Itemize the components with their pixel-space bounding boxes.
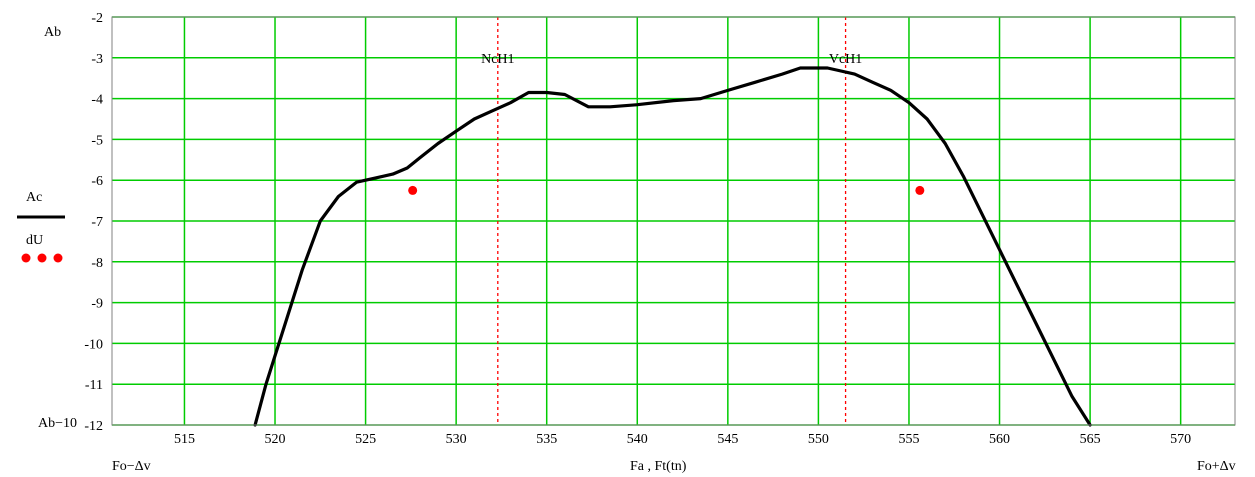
plot-border <box>111 16 1236 426</box>
series-line-ac <box>253 66 1092 427</box>
legend-label-ac: Ac <box>26 190 42 205</box>
y-tick-label: -10 <box>84 337 103 352</box>
y-tick-label: -6 <box>91 174 103 189</box>
marker-label: VcH1 <box>829 52 862 67</box>
y-tick-label: -3 <box>91 52 103 67</box>
y-tick-label: -11 <box>85 378 103 393</box>
data-point-du <box>408 185 418 195</box>
horizontal-gridlines <box>112 16 1235 426</box>
legend-swatch-du-dot <box>21 253 31 263</box>
y-tick-label: -7 <box>91 215 103 230</box>
y-tick-label: -5 <box>91 133 103 148</box>
data-point-du <box>915 185 925 195</box>
marker-label: NcH1 <box>481 52 514 67</box>
x-tick-label: 555 <box>898 432 919 447</box>
x-tick-label: 515 <box>174 432 195 447</box>
y-tick-label: -2 <box>91 11 103 26</box>
x-tick-labels: 515 520 525 530 535 540 545 550 555 560 565 570 <box>174 432 1191 447</box>
y-tick-label: -9 <box>91 297 103 312</box>
legend-swatch-du-dot <box>37 253 47 263</box>
legend-label-du: dU <box>26 233 43 248</box>
x-tick-label: 550 <box>808 432 829 447</box>
x-tick-label: 545 <box>717 432 738 447</box>
x-right-label: Fo+Δv <box>1197 459 1236 474</box>
x-tick-label: 540 <box>627 432 648 447</box>
x-tick-label: 560 <box>989 432 1010 447</box>
x-tick-label: 570 <box>1170 432 1191 447</box>
y-tick-labels: -2 -3 -4 -5 -6 -7 -8 -9 -10 -11 -12 <box>84 11 103 434</box>
legend-swatch-du-dot <box>53 253 63 263</box>
y-bottom-label: Ab−10 <box>38 416 77 431</box>
x-center-label: Fa , Ft(tn) <box>630 459 687 474</box>
legend: Ac dU <box>17 190 65 263</box>
y-tick-label: -4 <box>91 93 103 108</box>
series-points-du <box>408 185 925 195</box>
marker-lines: NcH1 VcH1 <box>481 17 862 425</box>
x-tick-label: 530 <box>446 432 467 447</box>
y-tick-label: -8 <box>91 256 103 271</box>
x-tick-label: 525 <box>355 432 376 447</box>
y-top-label: Ab <box>44 25 61 40</box>
x-tick-label: 535 <box>536 432 557 447</box>
x-left-label: Fo−Δv <box>112 459 151 474</box>
y-tick-label: -12 <box>84 419 103 434</box>
x-tick-label: 565 <box>1080 432 1101 447</box>
x-tick-label: 520 <box>265 432 286 447</box>
